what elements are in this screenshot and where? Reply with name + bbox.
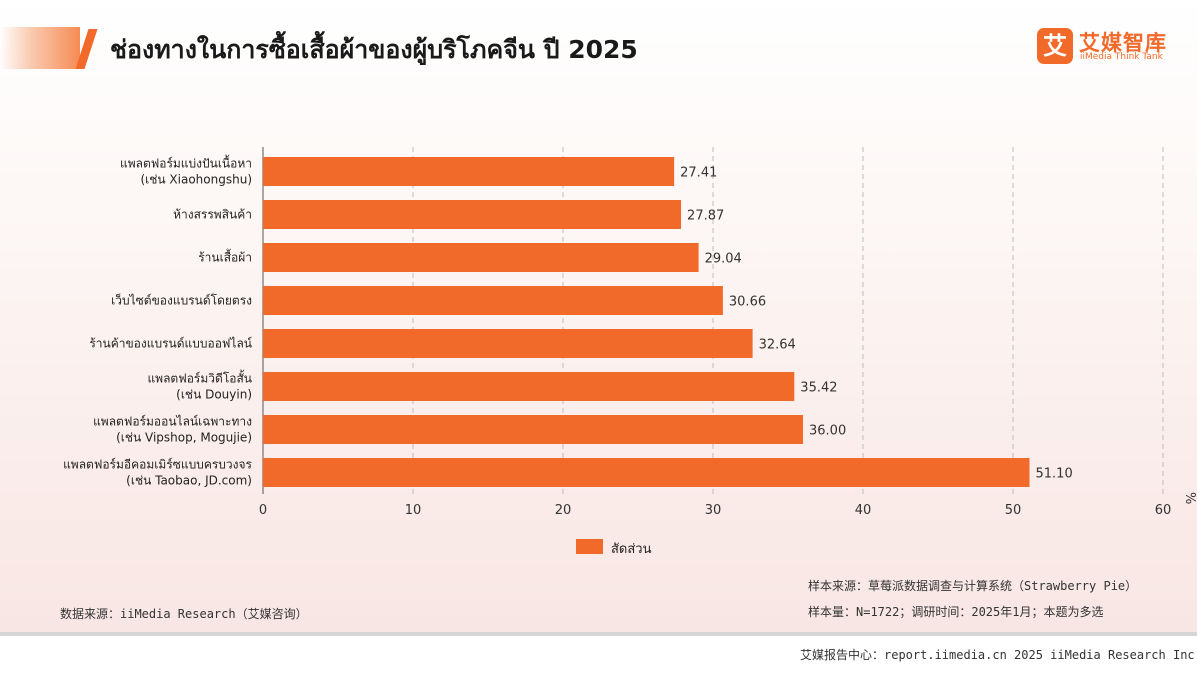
- bar-chart: 0 10 20 30 40 50 60% 27.41 แพลตฟอร์มแบ่งปันเนื้อ…: [63, 147, 1197, 518]
- category-label-6-line-1: (เช่น Vipshop, Mogujie): [116, 431, 252, 445]
- bar-0: [263, 157, 675, 186]
- bar-2: [263, 243, 699, 272]
- logo-english-name: iiMedia Think Tank: [1080, 52, 1163, 62]
- x-tick-label-30: 30: [705, 503, 722, 518]
- x-tick-label-0: 0: [259, 503, 267, 518]
- header-accent-stripe: [0, 27, 80, 69]
- logo-mark-icon: 艾: [1037, 28, 1073, 64]
- bar-7: [263, 458, 1030, 487]
- bar-1: [263, 200, 682, 229]
- logo-chinese-name: 艾媒智库: [1079, 31, 1167, 55]
- bar-value-label-3: 30.66: [729, 295, 766, 310]
- category-label-0-line-0: แพลตฟอร์มแบ่งปันเนื้อหา: [120, 155, 252, 171]
- bar-value-label-2: 29.04: [705, 252, 742, 267]
- category-label-7-line-1: (เช่น Taobao, JD.com): [126, 474, 252, 488]
- category-label-3: เว็บไซต์ของแบรนด์โดยตรง: [111, 293, 252, 308]
- report-center-note: 艾媒报告中心：report.iimedia.cn 2025 iiMedia Re…: [800, 648, 1195, 662]
- legend-swatch: [576, 539, 603, 554]
- page-title: ช่องทางในการซื้อเสื้อผ้าของผู้บริโภคจีน …: [110, 35, 638, 64]
- background: [0, 0, 1197, 633]
- bar-value-label-0: 27.41: [680, 166, 717, 181]
- category-label-6-line-0: แพลตฟอร์มออนไลน์เฉพาะทาง: [93, 415, 252, 429]
- x-unit-label: %: [1182, 492, 1197, 504]
- sample-info-note: 样本量：N=1722；调研时间：2025年1月；本题为多选: [808, 605, 1104, 619]
- bar-value-label-5: 35.42: [800, 381, 837, 396]
- x-tick-label-10: 10: [405, 503, 422, 518]
- x-tick-label-60: 60: [1155, 503, 1172, 518]
- x-tick-label-50: 50: [1005, 503, 1022, 518]
- legend-label: สัดส่วน: [611, 542, 652, 557]
- sample-source-note: 样本来源：草莓派数据调查与计算系统（Strawberry Pie）: [808, 579, 1138, 593]
- data-source-note: 数据来源：iiMedia Research（艾媒咨询）: [60, 607, 308, 621]
- bar-4: [263, 329, 753, 358]
- bar-value-label-1: 27.87: [687, 209, 724, 224]
- category-label-7-line-0: แพลตฟอร์มอีคอมเมิร์ซแบบครบวงจร: [63, 458, 252, 472]
- footer-divider: [0, 632, 1197, 636]
- category-label-4: ร้านค้าของแบรนด์แบบออฟไลน์: [89, 337, 252, 351]
- x-tick-label-40: 40: [855, 503, 872, 518]
- category-label-5-line-0: แพลตฟอร์มวิดีโอสั้น: [147, 370, 252, 386]
- category-label-1: ห้างสรรพสินค้า: [173, 208, 252, 222]
- footer-bar: [0, 636, 1197, 673]
- bar-value-label-4: 32.64: [759, 338, 796, 353]
- x-tick-label-20: 20: [555, 503, 572, 518]
- bar-value-label-7: 51.10: [1036, 467, 1073, 482]
- bar-3: [263, 286, 723, 315]
- category-label-2: ร้านเสื้อผ้า: [198, 249, 252, 265]
- category-label-5-line-1: (เช่น Douyin): [176, 388, 252, 402]
- bar-5: [263, 372, 795, 401]
- category-label-0-line-1: (เช่น Xiaohongshu): [140, 173, 252, 187]
- iimedia-logo: 艾 艾媒智库 iiMedia Think Tank: [1037, 28, 1167, 68]
- bar-6: [263, 415, 803, 444]
- bar-value-label-6: 36.00: [809, 424, 846, 439]
